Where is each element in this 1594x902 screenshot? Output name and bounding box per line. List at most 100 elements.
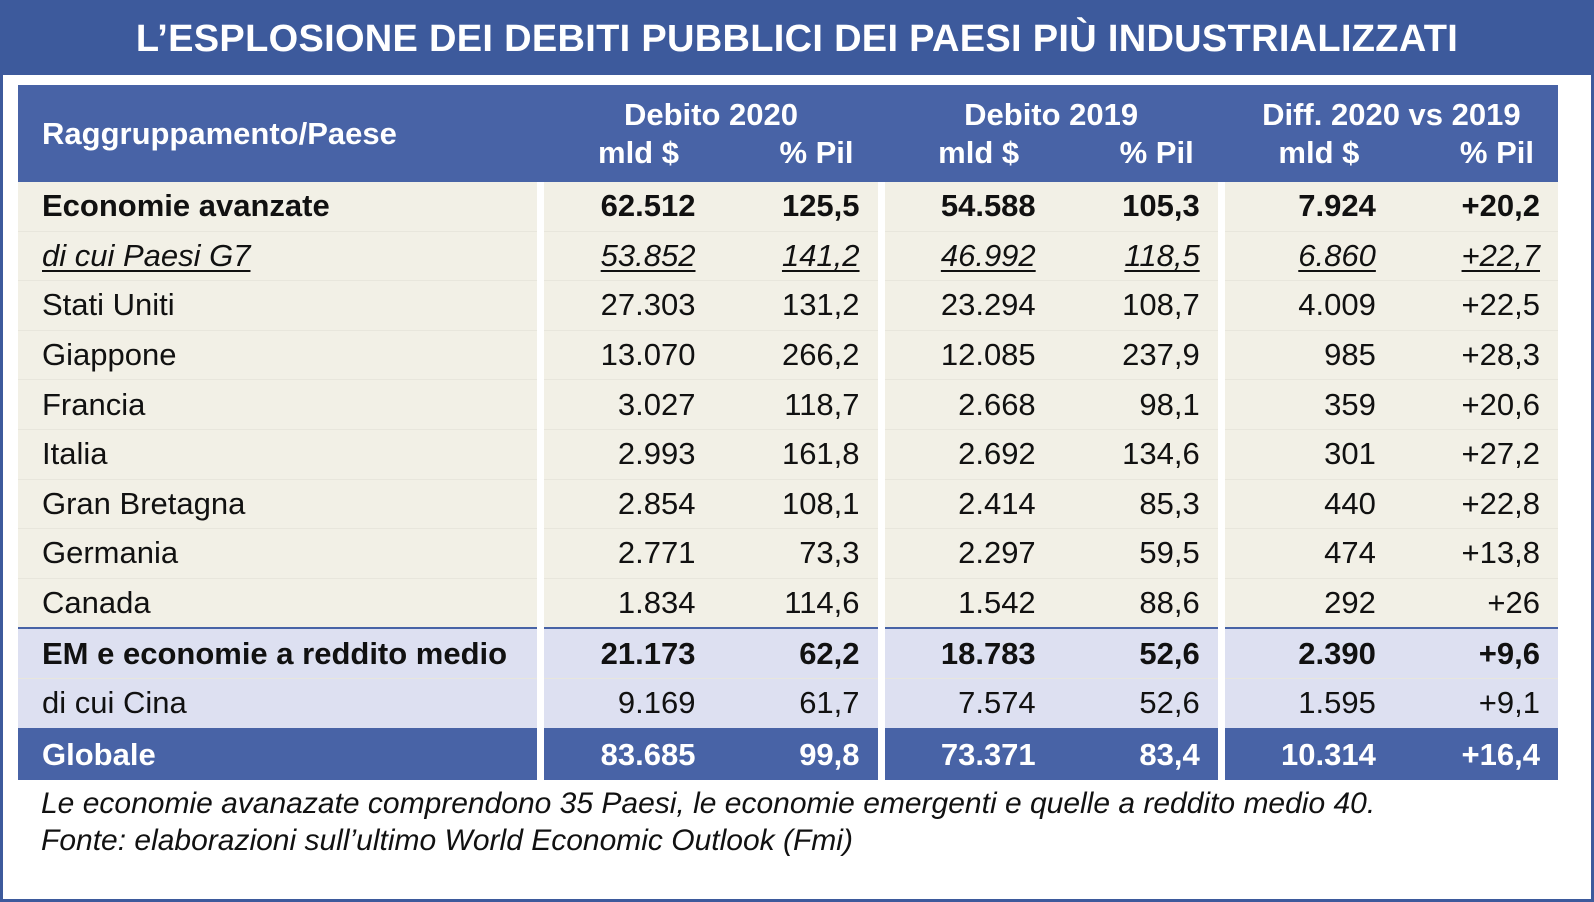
value-mld: 23.294 — [884, 280, 1058, 331]
value-pil: +22,8 — [1397, 479, 1558, 530]
value-mld: 2.297 — [884, 528, 1058, 579]
value-pil: +26 — [1397, 578, 1558, 629]
header-group-label: Diff. 2020 vs 2019 — [1262, 96, 1521, 132]
value-mld-text: 62.512 — [600, 188, 696, 224]
value-mld-text: 4.009 — [1298, 287, 1376, 323]
column-gap — [537, 628, 545, 679]
column-gap — [1217, 330, 1225, 380]
value-mld: 54.588 — [884, 182, 1058, 232]
value-mld: 10.314 — [1224, 727, 1398, 780]
value-mld: 4.009 — [1224, 280, 1398, 331]
value-pil: 118,7 — [717, 379, 878, 430]
row-label-text: di cui Paesi G7 — [42, 237, 251, 273]
row-label: Gran Bretagna — [18, 479, 538, 530]
value-pil-text: +22,5 — [1461, 287, 1540, 323]
column-gap — [537, 728, 545, 780]
value-mld: 292 — [1224, 578, 1398, 629]
value-pil-text: 108,7 — [1122, 287, 1200, 323]
value-mld-text: 2.297 — [958, 535, 1036, 571]
value-mld: 474 — [1224, 528, 1398, 579]
column-gap — [1217, 628, 1225, 679]
value-mld: 2.993 — [544, 429, 718, 480]
value-mld: 301 — [1224, 429, 1398, 480]
header-sub-pil: % Pil — [1459, 134, 1535, 170]
value-pil-text: 52,6 — [1139, 635, 1200, 671]
value-mld-text: 985 — [1324, 337, 1376, 373]
value-pil: 125,5 — [717, 182, 878, 232]
value-pil-text: +9,6 — [1478, 635, 1540, 671]
value-pil-text: +20,2 — [1461, 188, 1540, 224]
value-mld: 12.085 — [884, 330, 1058, 381]
value-pil: 83,4 — [1057, 727, 1218, 780]
row-label: Globale — [18, 727, 538, 780]
value-pil: 61,7 — [717, 678, 878, 729]
value-mld-text: 1.834 — [617, 585, 696, 621]
value-mld-text: 359 — [1324, 386, 1376, 422]
column-gap — [537, 330, 545, 380]
value-pil: 266,2 — [717, 330, 878, 381]
value-mld-text: 1.542 — [958, 585, 1036, 621]
value-mld-text: 2.668 — [958, 386, 1036, 422]
value-pil: +9,1 — [1397, 678, 1558, 729]
value-mld: 3.027 — [544, 379, 718, 430]
header-debito-2019: Debito 2019 mld $ % Pil — [884, 85, 1218, 182]
column-gap — [1217, 379, 1225, 430]
value-pil-text: 161,8 — [781, 436, 860, 472]
row-label: Economie avanzate — [18, 182, 538, 232]
value-pil: 141,2 — [717, 231, 878, 282]
column-gap — [1217, 479, 1225, 529]
row-label-text: Economie avanzate — [42, 188, 330, 224]
header-sub-mld: mld $ — [598, 134, 679, 170]
value-mld-text: 12.085 — [940, 337, 1036, 373]
value-mld-text: 440 — [1324, 485, 1376, 521]
value-mld: 440 — [1224, 479, 1398, 530]
table-row: Italia 2.993 161,8 2.692 134,6 301 +27,2 — [18, 429, 1558, 480]
value-pil-text: 88,6 — [1139, 585, 1200, 621]
column-gap — [537, 280, 545, 331]
header-debito-2020: Debito 2020 mld $ % Pil — [544, 85, 878, 182]
value-mld: 62.512 — [544, 182, 718, 232]
row-label: EM e economie a reddito medio — [18, 627, 538, 679]
value-pil: +27,2 — [1397, 429, 1558, 480]
value-mld: 53.852 — [544, 231, 718, 282]
value-pil: 161,8 — [717, 429, 878, 480]
value-pil: 98,1 — [1057, 379, 1218, 430]
table-row: Germania 2.771 73,3 2.297 59,5 474 +13,8 — [18, 528, 1558, 579]
column-gap — [877, 528, 885, 579]
value-mld-text: 13.070 — [600, 337, 696, 373]
value-mld: 1.834 — [544, 578, 718, 629]
value-mld: 73.371 — [884, 727, 1058, 780]
column-gap — [1217, 728, 1225, 780]
value-pil-text: 98,1 — [1139, 386, 1200, 422]
column-gap — [537, 578, 545, 629]
header-subcolumns: mld $ % Pil — [885, 134, 1218, 172]
column-gap — [877, 578, 885, 629]
row-label-text: Francia — [42, 386, 146, 422]
column-gap — [1217, 429, 1225, 480]
value-pil-text: +28,3 — [1461, 337, 1540, 373]
value-pil-text: 118,5 — [1124, 237, 1200, 273]
column-gap — [877, 728, 885, 780]
value-mld: 46.992 — [884, 231, 1058, 282]
value-pil: 134,6 — [1057, 429, 1218, 480]
footnote: Le economie avanazate comprendono 35 Pae… — [41, 785, 1561, 859]
value-mld: 9.169 — [544, 678, 718, 729]
header-diff: Diff. 2020 vs 2019 mld $ % Pil — [1224, 85, 1558, 182]
table-row: Stati Uniti 27.303 131,2 23.294 108,7 4.009 +2… — [18, 280, 1558, 331]
value-pil: 52,6 — [1057, 627, 1218, 679]
value-pil-text: 73,3 — [799, 535, 860, 571]
header-group-label: Debito 2019 — [964, 96, 1139, 132]
value-pil-text: 99,8 — [799, 736, 860, 772]
value-pil-text: 85,3 — [1139, 485, 1200, 521]
column-gap — [537, 231, 545, 281]
table-row: Gran Bretagna 2.854 108,1 2.414 85,3 440 +22,8 — [18, 479, 1558, 530]
value-pil: +22,5 — [1397, 280, 1558, 331]
value-mld: 2.692 — [884, 429, 1058, 480]
value-pil: +16,4 — [1397, 727, 1558, 780]
value-pil: 237,9 — [1057, 330, 1218, 381]
column-gap — [877, 379, 885, 430]
value-pil: 114,6 — [717, 578, 878, 629]
value-pil: 73,3 — [717, 528, 878, 579]
value-mld: 2.771 — [544, 528, 718, 579]
value-pil-text: 62,2 — [799, 635, 860, 671]
